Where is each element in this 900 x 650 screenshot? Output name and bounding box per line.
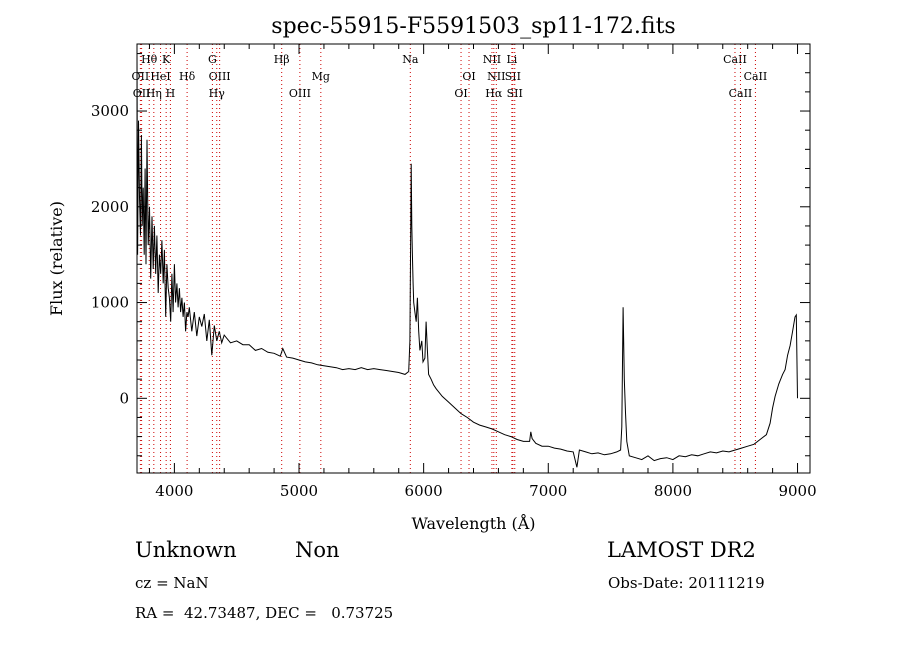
y-tick-label: 3000 bbox=[91, 102, 129, 120]
line-marker-label: SII bbox=[505, 70, 521, 83]
line-marker-label: NII bbox=[487, 70, 505, 83]
coordinates: RA = 42.73487, DEC = 0.73725 bbox=[135, 604, 394, 622]
object-class: Unknown bbox=[135, 538, 237, 562]
line-marker-label: OI bbox=[462, 70, 475, 83]
line-marker-label: Hβ bbox=[274, 53, 290, 66]
line-marker-label: CaII bbox=[744, 70, 768, 83]
x-tick-label: 8000 bbox=[654, 482, 692, 500]
line-marker-label: H bbox=[166, 87, 176, 100]
x-tick-label: 7000 bbox=[529, 482, 567, 500]
x-tick-label: 4000 bbox=[155, 482, 193, 500]
y-tick-label: 0 bbox=[119, 389, 129, 407]
survey-name: LAMOST DR2 bbox=[607, 538, 756, 562]
line-marker-label: Li bbox=[506, 53, 517, 66]
line-marker-label: CaII bbox=[723, 53, 747, 66]
x-tick-label: 6000 bbox=[405, 482, 443, 500]
line-marker-label: Mg bbox=[312, 70, 330, 83]
line-marker-label: NII bbox=[483, 53, 501, 66]
x-tick-label: 9000 bbox=[778, 482, 816, 500]
plot-frame bbox=[136, 43, 811, 474]
line-marker-label: OII bbox=[132, 70, 150, 83]
chart-title: spec-55915-F5591503_sp11-172.fits bbox=[271, 14, 675, 39]
line-marker-label: SII bbox=[507, 87, 523, 100]
line-marker-label: Na bbox=[402, 53, 419, 66]
line-marker-label: Hη bbox=[146, 87, 162, 100]
line-marker-label: Hγ bbox=[209, 87, 226, 100]
y-tick-label: 1000 bbox=[91, 294, 129, 312]
line-marker-label: OI bbox=[454, 87, 467, 100]
line-marker-label: Hδ bbox=[179, 70, 196, 83]
y-axis-label: Flux (relative) bbox=[47, 201, 66, 316]
y-tick-label: 2000 bbox=[91, 198, 129, 216]
line-marker-label: OIII bbox=[289, 87, 311, 100]
spectrum-line bbox=[136, 53, 798, 468]
line-marker-label: G bbox=[208, 53, 217, 66]
line-marker-label: HeI bbox=[150, 70, 170, 83]
line-marker-label: K bbox=[162, 53, 171, 66]
object-subclass: Non bbox=[295, 538, 340, 562]
x-tick-label: 5000 bbox=[280, 482, 318, 500]
observation-date: Obs-Date: 20111219 bbox=[608, 574, 765, 592]
redshift-cz: cz = NaN bbox=[135, 574, 209, 592]
x-axis-label: Wavelength (Å) bbox=[411, 513, 535, 533]
line-marker-label: Hα bbox=[485, 87, 503, 100]
line-marker-label: CaII bbox=[729, 87, 753, 100]
line-marker-label: Hθ bbox=[141, 53, 158, 66]
line-marker-label: OIII bbox=[209, 70, 231, 83]
